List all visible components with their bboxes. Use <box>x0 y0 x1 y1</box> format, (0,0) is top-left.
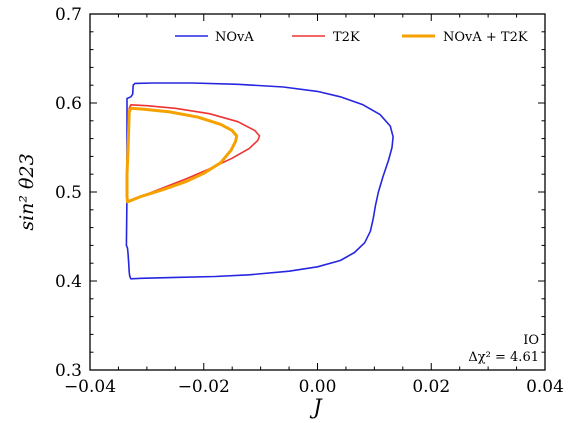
x-axis-title: J <box>309 395 323 419</box>
legend-label-2: T2K <box>333 30 360 45</box>
x-tick-label: 0.02 <box>412 377 450 397</box>
y-tick-label: 0.5 <box>55 183 82 203</box>
annotation-delta-chi2: Δχ² = 4.61 <box>468 350 539 365</box>
x-tick-label: 0.00 <box>299 377 337 397</box>
series-contour-2 <box>126 104 261 203</box>
x-tick-label: −0.04 <box>64 377 116 397</box>
y-tick-label: 0.3 <box>55 361 82 381</box>
annotation-io: IO <box>523 333 539 348</box>
ticks-layer: −0.04 −0.02 0.00 0.02 0.04 0.3 0.4 0.5 0.6 0.7 <box>55 5 564 397</box>
series-contour-3 <box>125 106 239 204</box>
legend: NOvA T2K NOvA + T2K <box>175 30 528 45</box>
y-tick-label: 0.6 <box>55 94 82 114</box>
legend-label-3: NOvA + T2K <box>443 30 528 45</box>
y-tick-label: 0.7 <box>55 5 82 25</box>
y-axis-title: sin² θ23 <box>16 153 38 230</box>
x-tick-label: 0.04 <box>526 377 564 397</box>
series-layer <box>125 82 394 280</box>
legend-label-1: NOvA <box>215 30 254 45</box>
y-tick-label: 0.4 <box>55 272 82 292</box>
x-tick-label: −0.02 <box>178 377 230 397</box>
